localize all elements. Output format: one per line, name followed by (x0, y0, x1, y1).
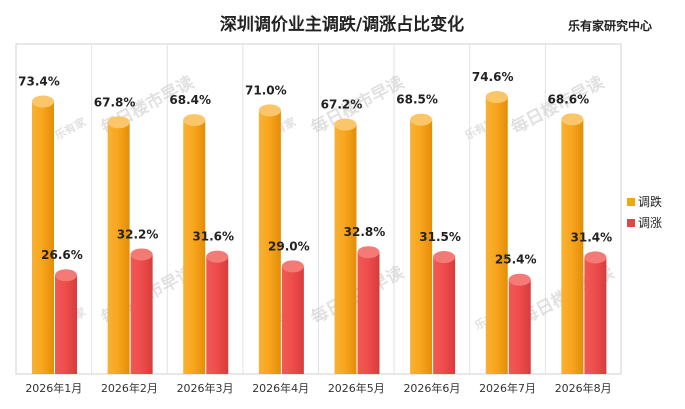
data-label-tiaodie: 71.0% (245, 83, 287, 97)
bar-cap (258, 104, 281, 117)
data-label-group: 73.4% 67.8% 68.4% 71.0% 67.2% 68.5% 74.6% 68.6%… (18, 70, 612, 267)
data-label-tiaodie: 67.2% (321, 98, 363, 112)
data-label-tiaodie: 68.4% (169, 93, 211, 107)
bar-cap (584, 251, 607, 264)
bar-cap (508, 273, 531, 286)
bar-cap (334, 118, 357, 131)
bar-tiaodie (258, 110, 281, 374)
bar-cap (55, 269, 77, 282)
data-label-tiaozhang: 31.6% (192, 230, 234, 244)
x-tick-label: 2026年2月 (101, 381, 158, 395)
bar-tiaodie (561, 119, 584, 374)
x-tick-label: 2026年3月 (177, 381, 234, 395)
bar-cap (206, 250, 229, 263)
bar-cap (561, 113, 584, 126)
data-label-tiaodie: 68.6% (548, 92, 590, 106)
data-label-tiaodie: 67.8% (94, 95, 136, 109)
data-label-tiaodie: 73.4% (18, 75, 60, 89)
bar-tiaozhang (130, 254, 153, 374)
bar-tiaozhang (281, 266, 304, 374)
legend-label: 调跌 (638, 194, 662, 209)
chart-title: 深圳调价业主调跌/调涨占比变化 (220, 14, 464, 35)
x-tick-label: 2026年6月 (403, 381, 460, 395)
bar-cap (183, 114, 206, 127)
bar-tiaodie (410, 119, 433, 374)
bar-tiaodie (107, 122, 130, 374)
data-label-tiaozhang: 32.2% (117, 227, 159, 241)
bar-tiaodie (183, 120, 206, 374)
bar-tiaozhang (433, 257, 456, 374)
x-tick-label: 2026年7月 (479, 381, 536, 395)
data-label-tiaozhang: 32.8% (344, 225, 386, 239)
bar-tiaozhang (55, 275, 77, 374)
bar-tiaozhang (357, 252, 380, 374)
x-tick-label: 2026年1月 (25, 381, 82, 395)
x-tick-label: 2026年5月 (328, 381, 385, 395)
bar-cap (485, 91, 508, 104)
bar-cap (433, 251, 456, 264)
x-tick-label: 2026年4月 (252, 381, 309, 395)
legend-swatch (627, 198, 635, 206)
plot-frame (15, 43, 622, 375)
watermark-text: 每日楼市早读 (307, 262, 407, 328)
x-tick-group: 2026年1月 2026年2月 2026年3月 2026年4月 2026年5月 2026年… (25, 381, 611, 395)
bar-cap (107, 116, 130, 129)
bar-cap (410, 113, 433, 126)
bar-cap (281, 260, 304, 273)
data-label-tiaozhang: 26.6% (41, 248, 83, 262)
bar-tiaodie (485, 97, 508, 375)
bar-tiaozhang (508, 279, 531, 374)
bar-tiaozhang (206, 256, 229, 374)
bar-tiaodie (32, 101, 54, 374)
bar-cap (130, 248, 153, 261)
watermark-logo: 乐有家 (52, 114, 89, 142)
bar-tiaodie (334, 124, 357, 375)
data-label-tiaozhang: 25.4% (495, 253, 537, 267)
source-label: 乐有家研究中心 (568, 18, 652, 33)
data-label-tiaozhang: 31.4% (571, 230, 613, 244)
x-tick-label: 2026年8月 (555, 381, 612, 395)
bar-cap (32, 95, 54, 108)
legend-swatch (627, 219, 635, 227)
data-label-tiaodie: 74.6% (472, 70, 514, 84)
bar-cap (357, 246, 380, 259)
bar-group (32, 91, 607, 375)
data-label-tiaozhang: 29.0% (268, 239, 310, 253)
legend-label: 调涨 (638, 215, 662, 230)
data-label-tiaodie: 68.5% (396, 93, 438, 107)
data-label-tiaozhang: 31.5% (419, 230, 461, 244)
bar-tiaozhang (584, 257, 607, 374)
